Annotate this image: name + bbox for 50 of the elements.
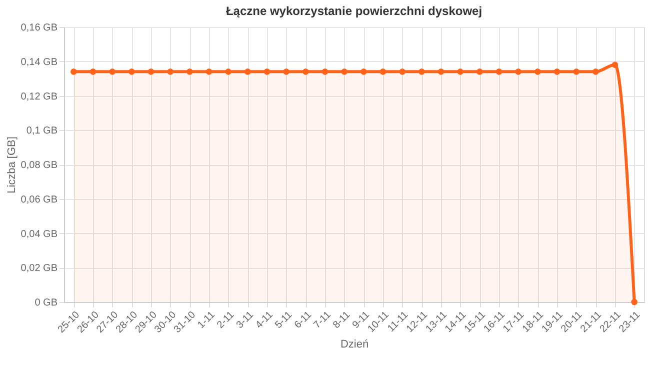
point [341,68,348,75]
point [148,68,154,75]
point [128,68,135,75]
point [70,68,77,75]
point [302,68,309,75]
x-tick-label: 1-11 [196,309,218,331]
y-tick-label: 0 GB [34,298,58,308]
point [457,68,464,75]
y-tick-label: 0,04 GB [20,228,58,240]
point [631,298,638,306]
point [90,68,96,75]
point [167,68,174,75]
x-tick-label: 7-11 [312,309,334,331]
point [612,62,618,68]
y-tick-label: 0,1 GB [26,126,58,137]
point [496,68,502,75]
point [322,68,328,75]
point [206,68,212,75]
y-tick-label: 0,08 GB [20,160,58,171]
y-tick-label: 0,06 GB [20,194,58,206]
point [592,68,599,75]
x-tick-label: 5-11 [273,309,295,331]
y-tick-label: 0,14 GB [20,56,58,68]
x-axis-title: Dzień [340,338,369,351]
point [418,68,425,75]
chart-title: Łączne wykorzystanie powierzchni dyskowej [226,4,482,18]
point [534,68,541,75]
y-tick-label: 0,16 GB [20,22,58,34]
point [476,68,483,75]
point [380,68,386,75]
point [573,68,580,75]
x-tick-label: 2-11 [215,309,237,331]
x-tick-label: 8-11 [331,309,353,331]
point [283,68,290,75]
y-tick-label: 0,02 GB [20,263,58,274]
point [109,68,116,75]
y-axis-title: Liczba [GB] [6,136,18,194]
point [515,68,522,75]
point [360,68,367,75]
x-tick-label: 6-11 [292,309,314,331]
x-tick-label: 4-11 [254,309,276,331]
point [186,68,193,75]
y-tick-label: 0,12 GB [20,91,58,102]
point [264,68,270,75]
x-tick-label: 3-11 [234,309,256,331]
point [399,68,406,75]
point [244,68,251,75]
point [225,68,232,75]
point [438,68,444,75]
point [554,68,560,75]
